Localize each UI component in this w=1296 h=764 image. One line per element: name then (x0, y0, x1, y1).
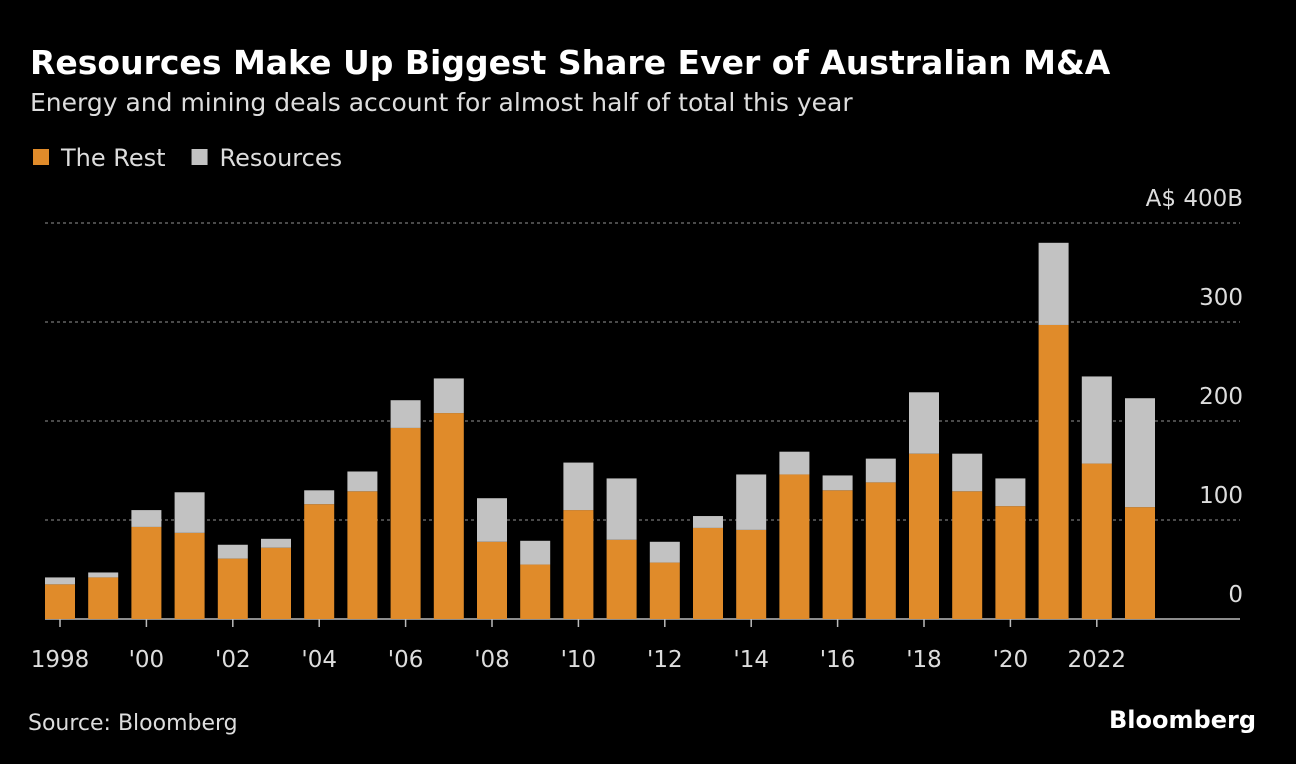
bar (347, 471, 378, 492)
bar (865, 458, 896, 483)
y-tick-label: 100 (1199, 483, 1243, 509)
bar (390, 427, 421, 619)
chart-title: Resources Make Up Biggest Share Ever of … (30, 43, 1111, 82)
x-tick-label: '10 (561, 647, 597, 673)
bar (563, 462, 594, 511)
bar (261, 538, 291, 548)
bar (693, 527, 723, 619)
x-tick-label: '04 (301, 647, 337, 673)
bar (304, 504, 335, 619)
x-tick-label: '14 (733, 647, 769, 673)
bar (1125, 398, 1155, 508)
bar (88, 577, 119, 619)
bar (261, 547, 291, 619)
bar (174, 532, 205, 619)
bar (304, 490, 335, 505)
bar (779, 474, 810, 619)
bar (1081, 463, 1112, 619)
bar (347, 491, 378, 619)
bar (952, 491, 983, 619)
bar (693, 516, 723, 528)
bar (45, 577, 75, 585)
x-tick-label: '18 (906, 647, 942, 673)
y-tick-label: 300 (1199, 285, 1243, 311)
x-tick-label: '20 (993, 647, 1029, 673)
bar (88, 572, 119, 578)
x-tick-label: '16 (820, 647, 856, 673)
source: Source: Bloomberg (28, 711, 238, 736)
x-tick-label: '00 (129, 647, 165, 673)
bar (45, 584, 75, 619)
x-tick-label: 1998 (31, 647, 90, 673)
logo: Bloomberg (1109, 706, 1256, 734)
bar (563, 510, 594, 619)
bar (131, 526, 162, 619)
bar (736, 529, 767, 619)
bar (433, 378, 464, 414)
bar (822, 490, 853, 619)
x-tick-label: '02 (215, 647, 251, 673)
x-tick-label: '12 (647, 647, 683, 673)
bar (477, 498, 507, 542)
y-tick-label: A$ 400B (1146, 186, 1243, 212)
bar (865, 482, 896, 619)
bar (520, 540, 551, 565)
bar (1038, 242, 1069, 325)
y-tick-label: 0 (1228, 582, 1243, 608)
bar (1125, 507, 1155, 619)
bar (995, 506, 1026, 619)
x-tick-label: '06 (388, 647, 424, 673)
bar (822, 475, 853, 491)
bar (217, 558, 248, 619)
bar (520, 564, 551, 619)
legend-label: The Rest (60, 144, 166, 172)
bar (390, 400, 421, 428)
bar (217, 544, 248, 559)
bar (131, 510, 162, 527)
bar (1081, 376, 1112, 464)
bar (433, 413, 464, 619)
chart-subtitle: Energy and mining deals account for almo… (30, 88, 853, 117)
bar (779, 451, 810, 475)
bar (649, 541, 680, 563)
bar (606, 478, 637, 540)
bar (174, 492, 205, 533)
bar (995, 478, 1026, 507)
bar (909, 453, 939, 619)
legend-swatch (191, 149, 208, 165)
bar (1038, 324, 1069, 619)
x-tick-label: 2022 (1068, 647, 1127, 673)
y-tick-label: 200 (1199, 384, 1243, 410)
bar (909, 392, 939, 454)
bar (477, 541, 507, 619)
legend-label: Resources (220, 144, 343, 172)
bar (606, 539, 637, 619)
bar (952, 453, 983, 492)
x-tick-label: '08 (474, 647, 510, 673)
bar (736, 474, 767, 530)
bar (649, 562, 680, 619)
legend-swatch (33, 149, 49, 165)
